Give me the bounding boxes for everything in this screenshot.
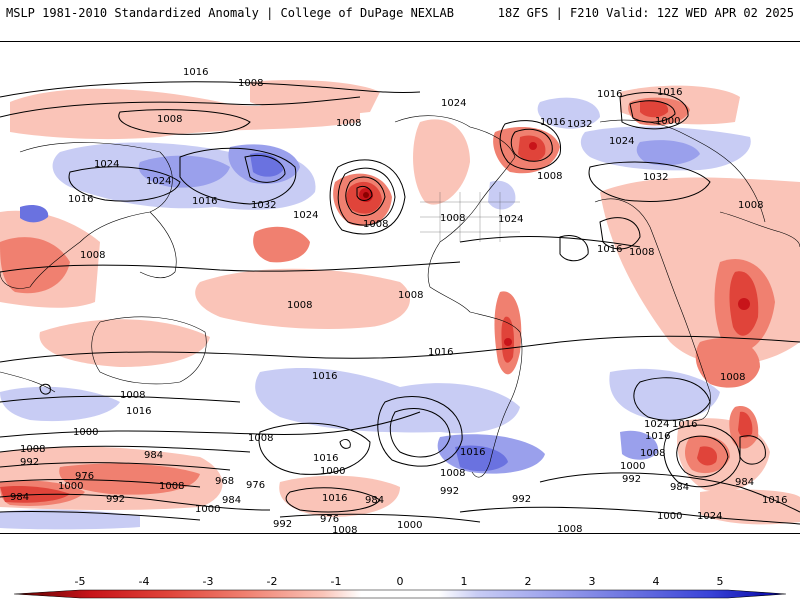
isobar-label: 976: [75, 471, 94, 482]
isobar-label: 1008: [537, 171, 562, 182]
isobar-label: 1008: [120, 390, 145, 401]
colorbar-tick: 1: [460, 575, 468, 588]
isobar-label: 1024: [94, 159, 119, 170]
isobar-label: 1024: [293, 210, 318, 221]
isobar-label: 1008: [629, 247, 654, 258]
isobar-label: 1016: [672, 419, 697, 430]
isobar-label: 1016: [68, 194, 93, 205]
isobar-label: 992: [106, 494, 125, 505]
isobar-label: 1016: [460, 447, 485, 458]
isobar-label: 1008: [557, 524, 582, 533]
isobar-label: 1016: [126, 406, 151, 417]
isobar-label: 1016: [597, 244, 622, 255]
isobar-label: 1000: [657, 511, 682, 522]
isobar-label: 1008: [287, 300, 312, 311]
isobar-label: 1000: [58, 481, 83, 492]
isobar-label: 1000: [397, 520, 422, 531]
isobar-label: 1024: [644, 419, 669, 430]
anomaly-map: 1016 1008 1024 1016 1008 1024 1032 1000 …: [0, 41, 800, 534]
isobar-label: 992: [622, 474, 641, 485]
isobar-label: 1000: [655, 116, 680, 127]
isobar-label: 1008: [80, 250, 105, 261]
isobar-label: 1024: [441, 98, 466, 109]
isobar-label: 1016: [183, 67, 208, 78]
isobar-label: 1016: [322, 493, 347, 504]
colorbar-tick: -2: [266, 575, 278, 588]
isobar-label: 1008: [738, 200, 763, 211]
colorbar-tick: -1: [330, 575, 342, 588]
isobar-label: 992: [512, 494, 531, 505]
isobar-label: 1000: [73, 427, 98, 438]
isobar-label: 1008: [640, 448, 665, 459]
isobar-label: 984: [365, 495, 384, 506]
isobar-label: 1016: [312, 371, 337, 382]
isobar-label: 984: [735, 477, 754, 488]
isobar-label: 1016: [762, 495, 787, 506]
colorbar-tick: -5: [74, 575, 86, 588]
colorbar-tick: 2: [524, 575, 532, 588]
colorbar-tick: 0: [396, 575, 404, 588]
isobar-label: 1008: [440, 468, 465, 479]
isobar-label: 1024: [609, 136, 634, 147]
colorbar-ramp: [13, 589, 787, 599]
isobar-label: 1000: [195, 504, 220, 515]
isobar-label: 984: [222, 495, 241, 506]
isobar-label: 1016: [192, 196, 217, 207]
isobar-label: 976: [246, 480, 265, 491]
colorbar-tick: 4: [652, 575, 660, 588]
isobar-label: 1000: [620, 461, 645, 472]
coastlines: [0, 115, 800, 478]
colorbar-tick: -3: [202, 575, 214, 588]
run-info: 18Z GFS | F210 Valid: 12Z WED APR 02 202…: [497, 6, 794, 20]
map-title: MSLP 1981-2010 Standardized Anomaly | Co…: [6, 6, 454, 20]
isobar-label: 1008: [157, 114, 182, 125]
colorbar: [13, 589, 787, 599]
isobar-label: 1016: [645, 431, 670, 442]
isobar-label: 1008: [248, 433, 273, 444]
isobar-label: 968: [215, 476, 234, 487]
colorbar-tick: 3: [588, 575, 596, 588]
anomaly-shading: [0, 80, 800, 530]
isobar-label: 1032: [567, 119, 592, 130]
isobar-label: 1016: [313, 453, 338, 464]
isobars: [0, 81, 800, 525]
country-borders: [420, 192, 520, 242]
isobar-label: 1032: [251, 200, 276, 211]
isobar-label: 1008: [363, 219, 388, 230]
isobar-label: 1008: [159, 481, 184, 492]
isobar-label: 1016: [540, 117, 565, 128]
isobar-label: 1000: [320, 466, 345, 477]
isobar-label: 1024: [146, 176, 171, 187]
isobar-label: 1008: [332, 525, 357, 533]
colorbar-tick: -4: [138, 575, 150, 588]
isobar-label: 1008: [336, 118, 361, 129]
isobar-label: 1016: [657, 87, 682, 98]
isobar-label: 1008: [238, 78, 263, 89]
isobar-label: 1024: [697, 511, 722, 522]
isobar-label: 1032: [643, 172, 668, 183]
colorbar-tick: 5: [716, 575, 724, 588]
isobar-label: 1008: [20, 444, 45, 455]
isobar-label: 992: [20, 457, 39, 468]
isobar-label: 1016: [597, 89, 622, 100]
isobar-label: 1008: [440, 213, 465, 224]
isobar-label: 992: [273, 519, 292, 530]
isobar-label: 1008: [720, 372, 745, 383]
isobar-label: 984: [10, 492, 29, 503]
isobar-label: 976: [320, 514, 339, 525]
isobar-label: 984: [144, 450, 163, 461]
isobar-label: 1008: [398, 290, 423, 301]
isobar-label: 984: [670, 482, 689, 493]
isobar-label: 1016: [428, 347, 453, 358]
isobar-label: 1024: [498, 214, 523, 225]
isobar-labels: 1016 1008 1024 1016 1008 1024 1032 1000 …: [10, 67, 787, 533]
isobar-label: 992: [440, 486, 459, 497]
